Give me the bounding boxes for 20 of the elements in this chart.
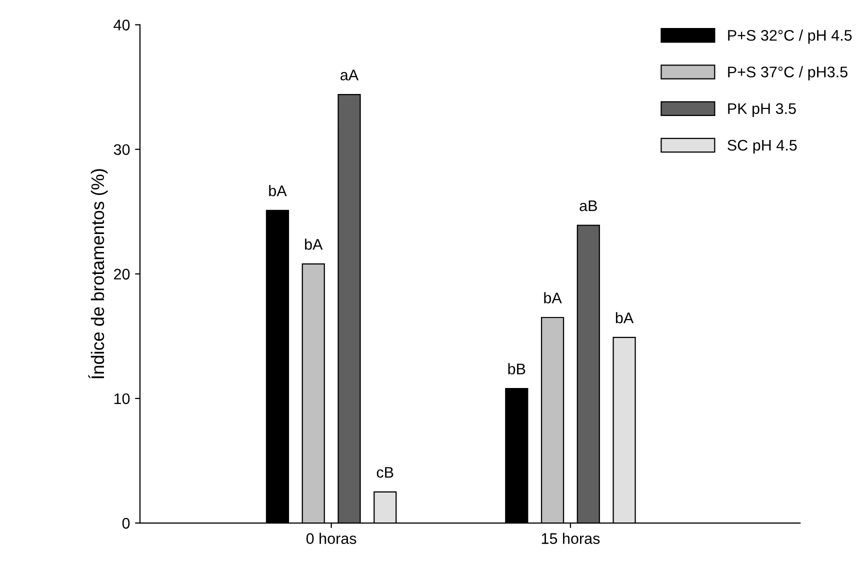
- data-label: bA: [544, 292, 562, 304]
- data-label: bA: [305, 238, 323, 250]
- y-tick-label: 0: [122, 518, 130, 529]
- y-tick-label: 40: [114, 20, 130, 30]
- x-tick-label: 15 horas: [542, 532, 600, 544]
- x-tick-label: 0 horas: [306, 532, 356, 544]
- data-label: aA: [340, 70, 359, 80]
- legend-label: P+S 32°C / pH 4.5: [728, 30, 852, 44]
- legend-label: P+S 37°C / pH3.5: [728, 66, 848, 80]
- y-tick-label: 30: [114, 144, 130, 156]
- legend-label: PK pH 3.5: [728, 103, 796, 118]
- data-label: cB: [376, 467, 394, 478]
- data-label: aB: [580, 200, 597, 212]
- data-label: bA: [269, 185, 287, 196]
- data-label: bA: [616, 312, 634, 324]
- data-label: bB: [508, 363, 526, 374]
- y-axis-title: Índice de brotamentos (%): [88, 169, 108, 379]
- legend-label: SC pH 4.5: [728, 140, 797, 154]
- y-tick-label: 10: [114, 393, 130, 404]
- y-tick-label: 20: [114, 268, 130, 280]
